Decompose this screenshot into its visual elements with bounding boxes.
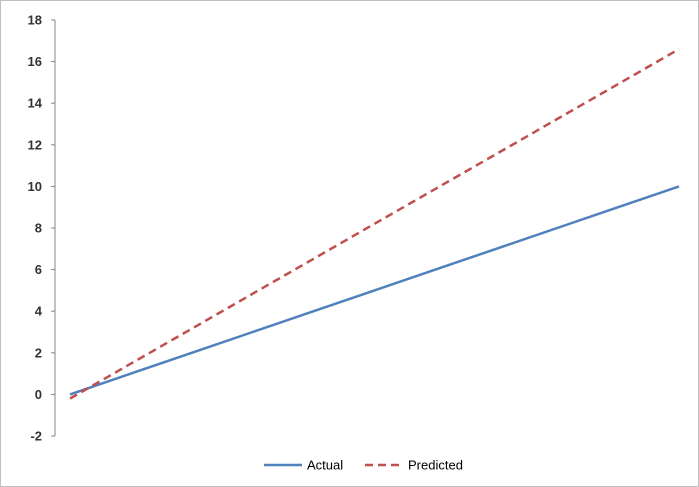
y-tick-label: 10 <box>28 179 42 194</box>
y-tick-label: 16 <box>28 54 42 69</box>
legend-label-predicted: Predicted <box>408 458 463 473</box>
legend-label-actual: Actual <box>307 458 343 473</box>
y-tick-label: 2 <box>35 345 42 360</box>
legend: Actual Predicted <box>264 458 463 473</box>
y-tick-label: 6 <box>35 262 42 277</box>
series-line-predicted <box>69 48 680 400</box>
y-tick-label: 4 <box>35 304 43 319</box>
y-tick-label: 14 <box>28 96 43 111</box>
series-line-actual <box>69 185 680 396</box>
y-tick-label: 8 <box>35 221 42 236</box>
y-axis: 18 16 14 12 10 8 6 4 2 0 -2 <box>28 13 56 444</box>
plot-area <box>69 48 680 400</box>
y-tick-label: 12 <box>28 137 42 152</box>
y-tick-label: -2 <box>30 429 42 444</box>
y-tick-label: 18 <box>28 13 42 28</box>
y-tick-label: 0 <box>35 387 42 402</box>
